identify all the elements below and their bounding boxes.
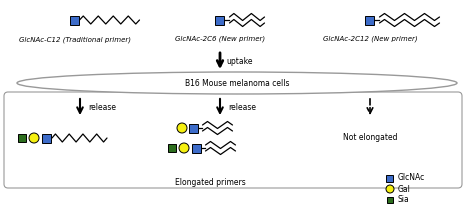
Text: Sia: Sia [398, 196, 410, 204]
Text: GlcNAc: GlcNAc [398, 173, 425, 183]
Text: B16 Mouse melanoma cells: B16 Mouse melanoma cells [185, 78, 289, 88]
Bar [365, 15, 374, 25]
Bar [71, 15, 80, 25]
Bar [386, 175, 393, 181]
Text: Gal: Gal [398, 185, 411, 194]
Bar [216, 15, 225, 25]
Ellipse shape [17, 72, 457, 94]
Text: release: release [228, 103, 256, 112]
Bar [190, 124, 199, 133]
Circle shape [386, 185, 394, 193]
Circle shape [179, 143, 189, 153]
Bar [192, 143, 201, 152]
Bar [43, 133, 52, 143]
Text: Elongated primers: Elongated primers [174, 178, 246, 187]
Text: Not elongated: Not elongated [343, 133, 397, 143]
Text: GlcNAc-2C12 (New primer): GlcNAc-2C12 (New primer) [323, 36, 417, 42]
Text: GlcNAc-C12 (Traditional primer): GlcNAc-C12 (Traditional primer) [19, 36, 131, 43]
Text: release: release [88, 103, 116, 112]
Text: GlcNAc-2C6 (New primer): GlcNAc-2C6 (New primer) [175, 36, 265, 42]
Circle shape [177, 123, 187, 133]
Circle shape [29, 133, 39, 143]
Text: uptake: uptake [226, 57, 253, 65]
FancyBboxPatch shape [4, 92, 462, 188]
